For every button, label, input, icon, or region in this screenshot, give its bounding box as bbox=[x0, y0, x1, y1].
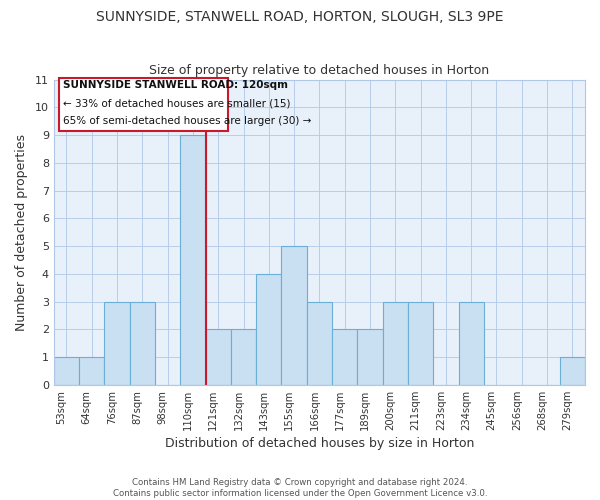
Bar bbox=[307, 302, 332, 385]
Bar bbox=[383, 302, 408, 385]
X-axis label: Distribution of detached houses by size in Horton: Distribution of detached houses by size … bbox=[165, 437, 474, 450]
Bar bbox=[231, 330, 256, 385]
Y-axis label: Number of detached properties: Number of detached properties bbox=[15, 134, 28, 330]
Bar bbox=[104, 302, 130, 385]
Text: ← 33% of detached houses are smaller (15): ← 33% of detached houses are smaller (15… bbox=[62, 98, 290, 108]
Bar bbox=[358, 330, 383, 385]
Bar bbox=[281, 246, 307, 385]
Text: Contains HM Land Registry data © Crown copyright and database right 2024.
Contai: Contains HM Land Registry data © Crown c… bbox=[113, 478, 487, 498]
Bar bbox=[256, 274, 281, 385]
Bar bbox=[408, 302, 433, 385]
Bar bbox=[180, 135, 206, 385]
Bar bbox=[458, 302, 484, 385]
Bar bbox=[54, 357, 79, 385]
Text: SUNNYSIDE, STANWELL ROAD, HORTON, SLOUGH, SL3 9PE: SUNNYSIDE, STANWELL ROAD, HORTON, SLOUGH… bbox=[96, 10, 504, 24]
Bar bbox=[332, 330, 358, 385]
FancyBboxPatch shape bbox=[59, 78, 229, 131]
Bar bbox=[130, 302, 155, 385]
Bar bbox=[79, 357, 104, 385]
Text: SUNNYSIDE STANWELL ROAD: 120sqm: SUNNYSIDE STANWELL ROAD: 120sqm bbox=[62, 80, 287, 90]
Text: 65% of semi-detached houses are larger (30) →: 65% of semi-detached houses are larger (… bbox=[62, 116, 311, 126]
Title: Size of property relative to detached houses in Horton: Size of property relative to detached ho… bbox=[149, 64, 490, 77]
Bar bbox=[560, 357, 585, 385]
Bar bbox=[206, 330, 231, 385]
